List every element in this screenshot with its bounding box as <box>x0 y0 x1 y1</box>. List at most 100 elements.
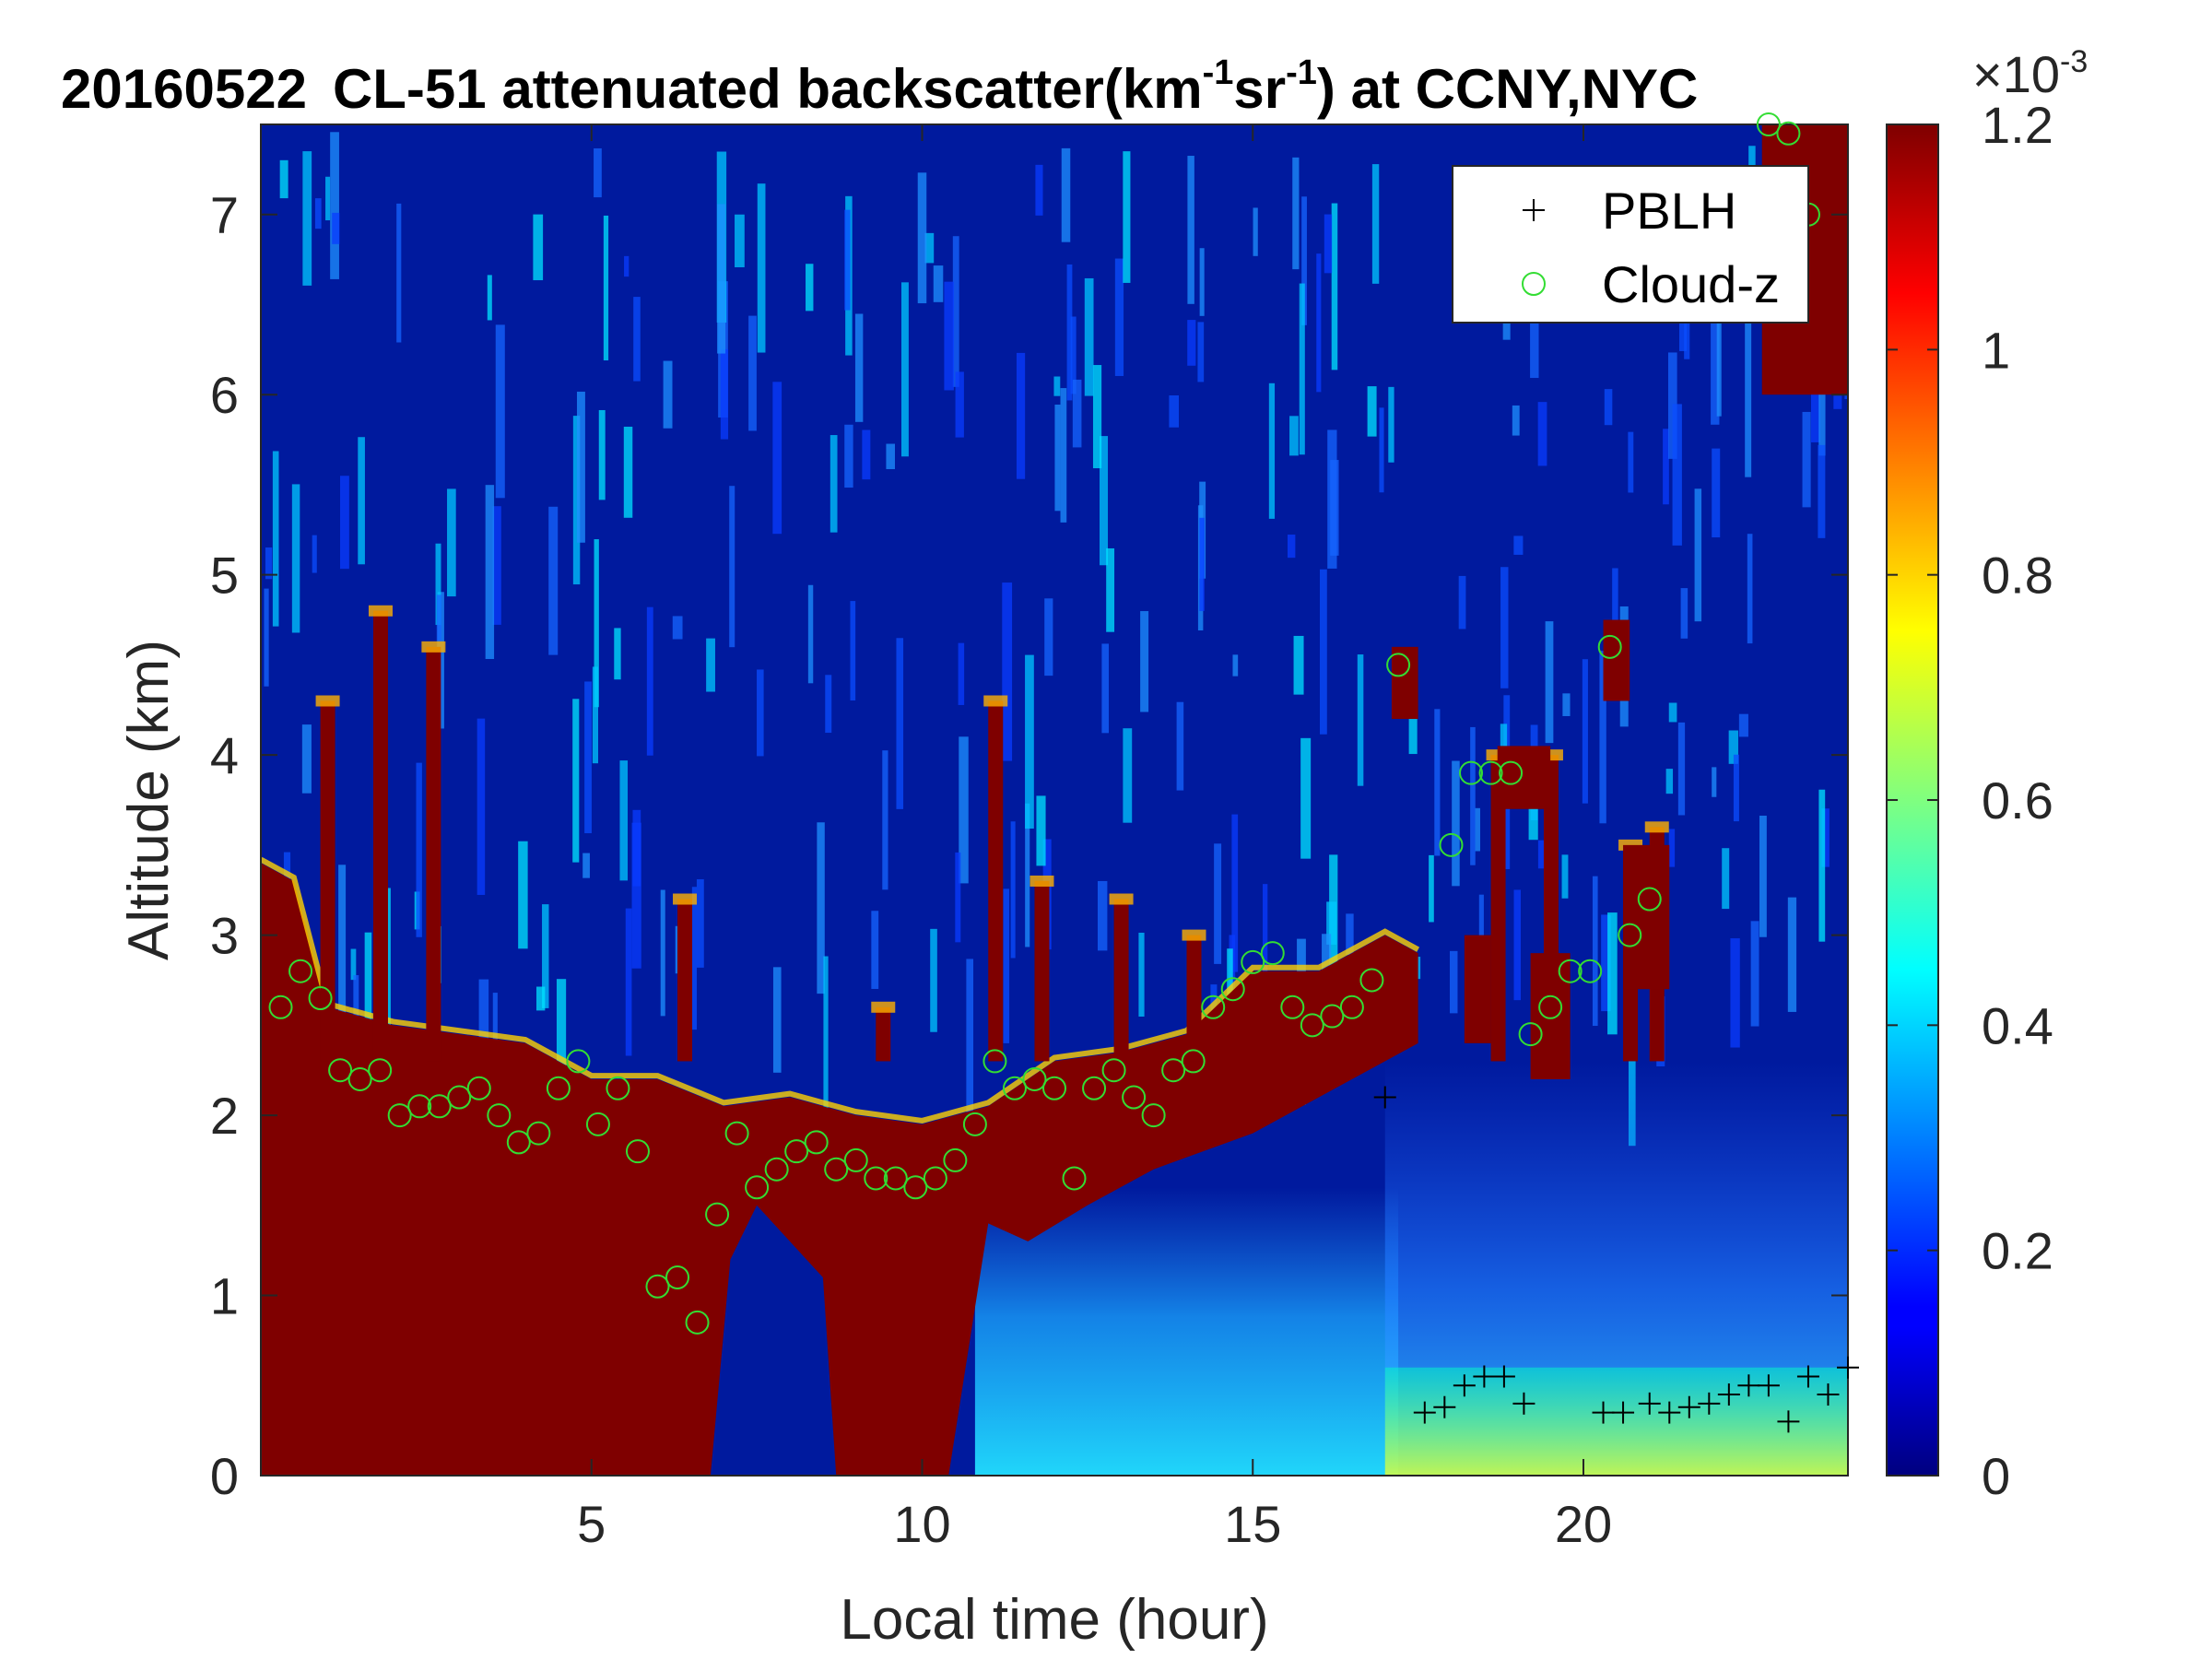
noise-streak <box>1177 702 1184 791</box>
noise-streak <box>1358 654 1364 786</box>
noise-streak <box>956 371 964 437</box>
plume-edge <box>369 606 393 617</box>
noise-streak <box>1324 215 1332 274</box>
noise-streak <box>862 429 870 479</box>
noise-streak <box>1011 821 1016 958</box>
plume-edge <box>316 695 340 706</box>
plume-edge <box>871 1002 895 1013</box>
noise-streak <box>930 929 937 1032</box>
noise-streak <box>729 486 735 647</box>
noise-streak <box>1073 380 1082 448</box>
plume <box>1034 881 1049 1061</box>
noise-streak <box>1093 365 1101 468</box>
noise-streak <box>1475 808 1480 852</box>
noise-streak <box>850 601 855 700</box>
noise-streak <box>594 148 602 197</box>
noise-streak <box>626 909 632 1056</box>
noise-streak <box>584 681 592 833</box>
noise-streak <box>1232 654 1238 676</box>
noise-streak <box>1434 709 1440 855</box>
noise-streak <box>536 987 545 1011</box>
plume <box>426 647 441 1062</box>
y-tick-labels: 01234567 <box>210 186 239 1505</box>
noise-streak <box>624 427 632 518</box>
noise-streak <box>757 669 764 756</box>
noise-streak <box>1739 714 1748 737</box>
noise-streak <box>1214 843 1221 964</box>
noise-streak <box>1036 795 1045 865</box>
noise-streak <box>1747 534 1753 643</box>
noise-streak <box>1140 611 1148 712</box>
noise-streak <box>1818 790 1825 942</box>
noise-streak <box>1169 395 1179 428</box>
noise-streak <box>1053 376 1060 395</box>
noise-streak <box>264 589 268 687</box>
noise-streak <box>721 349 728 440</box>
noise-streak <box>1500 567 1508 688</box>
noise-streak <box>1330 460 1338 556</box>
noise-streak <box>614 628 620 679</box>
noise-streak <box>280 160 288 198</box>
noise-streak <box>1583 659 1588 803</box>
noise-streak <box>966 959 973 1126</box>
noise-streak <box>1722 848 1729 909</box>
x-tick-label: 5 <box>577 1495 606 1553</box>
noise-streak <box>1695 488 1701 621</box>
noise-streak <box>1663 429 1669 504</box>
noise-streak <box>633 297 641 381</box>
noise-streak <box>844 210 850 311</box>
plume <box>677 900 692 1062</box>
y-tick-label: 6 <box>210 366 239 424</box>
noise-streak <box>1628 432 1633 493</box>
noise-streak <box>1062 148 1071 242</box>
colorbar-exponent: ×10-3 <box>1972 44 2088 103</box>
noise-streak <box>844 425 853 488</box>
noise-streak <box>697 879 704 968</box>
x-tick-label: 20 <box>1555 1495 1612 1553</box>
noise-streak <box>1035 165 1042 216</box>
noise-streak <box>855 313 863 421</box>
noise-streak <box>1085 278 1094 396</box>
noise-streak <box>1681 588 1688 639</box>
noise-streak <box>1379 407 1383 492</box>
colorbar-tick-label: 0 <box>1982 1447 2010 1505</box>
y-tick-label: 2 <box>210 1087 239 1145</box>
noise-streak <box>1730 938 1739 1047</box>
noise-streak <box>1044 598 1053 676</box>
noise-streak <box>593 666 598 763</box>
noise-streak <box>1025 655 1034 829</box>
noise-streak <box>338 865 346 1021</box>
plume <box>373 611 388 1062</box>
noise-streak <box>1818 445 1825 538</box>
noise-streak <box>882 750 888 889</box>
noise-streak <box>416 763 421 937</box>
noise-streak <box>330 132 339 279</box>
noise-streak <box>1017 353 1025 479</box>
noise-streak <box>533 215 543 280</box>
noise-streak <box>273 451 279 626</box>
y-tick-label: 0 <box>210 1447 239 1505</box>
legend-label: Cloud-z <box>1602 255 1780 313</box>
noise-streak <box>1123 728 1132 822</box>
noise-streak <box>1459 576 1466 629</box>
colorbar-tick-label: 0.2 <box>1982 1222 2053 1280</box>
noise-streak <box>1101 643 1109 733</box>
plume-edge <box>983 695 1007 706</box>
colorbar-tick-label: 0.4 <box>1982 996 2053 1054</box>
colorbar-tick-label: 0.6 <box>1982 771 2053 830</box>
noise-streak <box>1288 535 1295 558</box>
noise-streak <box>1429 855 1434 923</box>
x-tick-label: 15 <box>1224 1495 1281 1553</box>
noise-streak <box>871 911 878 989</box>
elevated-cloud <box>1465 935 1491 1043</box>
noise-streak <box>1452 761 1460 887</box>
noise-streak <box>1197 322 1204 382</box>
noise-streak <box>1562 693 1570 716</box>
noise-streak <box>706 639 715 692</box>
noise-streak <box>1294 636 1304 695</box>
noise-streak <box>486 485 494 659</box>
noise-streak <box>692 887 697 1030</box>
noise-streak <box>315 198 322 229</box>
noise-streak <box>1187 320 1195 366</box>
